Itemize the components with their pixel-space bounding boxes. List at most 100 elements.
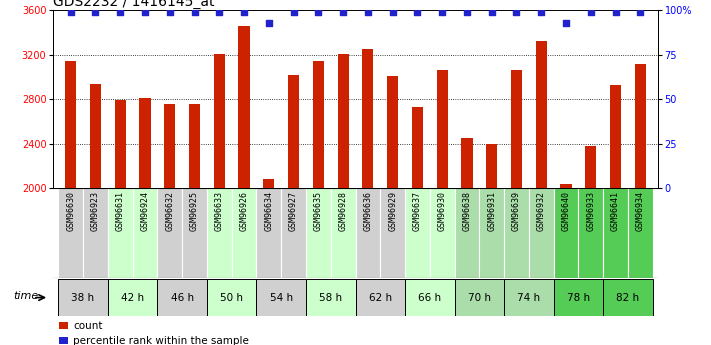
Bar [263,179,274,345]
Bar [454,279,504,316]
Text: GSM96934: GSM96934 [636,191,645,231]
Text: GSM96632: GSM96632 [165,191,174,231]
Bar [387,76,398,345]
Bar [182,188,207,278]
Point [610,9,621,15]
Bar [405,279,454,316]
Text: 82 h: 82 h [616,293,639,303]
Text: GSM96924: GSM96924 [141,191,149,231]
Text: 70 h: 70 h [468,293,491,303]
Point [338,9,349,15]
Bar [430,188,454,278]
Point [362,9,373,15]
Bar [405,188,430,278]
Text: GSM96640: GSM96640 [562,191,570,231]
Bar [603,279,653,316]
Bar [281,188,306,278]
Text: 54 h: 54 h [269,293,293,303]
Bar [437,70,448,345]
Bar [313,61,324,345]
Point [139,9,151,15]
Bar [635,64,646,345]
Point [510,9,522,15]
Bar [108,279,157,316]
Point [65,9,76,15]
Text: 74 h: 74 h [518,293,540,303]
Bar [58,188,83,278]
Bar [306,188,331,278]
Point [114,9,126,15]
Text: GSM96637: GSM96637 [413,191,422,231]
Bar [610,85,621,345]
Point [535,9,547,15]
Point [486,9,498,15]
Text: GSM96928: GSM96928 [338,191,348,231]
Text: 50 h: 50 h [220,293,243,303]
Bar [554,279,603,316]
Bar [486,144,497,345]
Bar [380,188,405,278]
Bar [529,188,554,278]
Bar [214,54,225,345]
Bar [511,70,522,345]
Text: time: time [14,291,38,301]
Bar [560,184,572,345]
Bar [114,100,126,345]
Bar [139,98,151,345]
Bar [58,279,108,316]
Bar [412,107,423,345]
Bar [338,54,348,345]
Text: GSM96634: GSM96634 [264,191,273,231]
Bar [189,104,200,345]
Bar [108,188,132,278]
Bar [90,83,101,345]
Point [585,9,597,15]
Point [213,9,225,15]
Text: GSM96926: GSM96926 [240,191,249,231]
Bar [83,188,108,278]
Text: 42 h: 42 h [121,293,144,303]
Text: GSM96925: GSM96925 [190,191,199,231]
Point [263,20,274,26]
Point [164,9,176,15]
Bar [479,188,504,278]
Text: GSM96931: GSM96931 [487,191,496,231]
Point [461,9,473,15]
Bar [454,188,479,278]
Bar [363,49,373,345]
Bar [535,41,547,345]
Point [412,9,423,15]
Text: 62 h: 62 h [369,293,392,303]
Bar [164,104,176,345]
Text: GSM96929: GSM96929 [388,191,397,231]
Text: GSM96636: GSM96636 [363,191,373,231]
Bar [288,75,299,345]
Text: 66 h: 66 h [418,293,442,303]
Bar [628,188,653,278]
Bar [65,61,76,345]
Text: GSM96638: GSM96638 [462,191,471,231]
Bar [132,188,157,278]
Bar [157,279,207,316]
Text: GSM96630: GSM96630 [66,191,75,231]
Point [560,20,572,26]
Bar [207,279,257,316]
Bar [306,279,356,316]
Text: GSM96631: GSM96631 [116,191,124,231]
Bar [461,138,473,345]
Text: GSM96633: GSM96633 [215,191,224,231]
Point [635,9,646,15]
Text: GSM96635: GSM96635 [314,191,323,231]
Point [437,9,448,15]
Bar [356,188,380,278]
Text: 78 h: 78 h [567,293,590,303]
Text: GSM96932: GSM96932 [537,191,546,231]
Text: GDS2232 / 1416145_at: GDS2232 / 1416145_at [53,0,215,9]
Text: GSM96639: GSM96639 [512,191,521,231]
Text: GSM96641: GSM96641 [611,191,620,231]
Point [90,9,101,15]
Point [189,9,201,15]
Bar [579,188,603,278]
Bar [257,279,306,316]
Point [238,9,250,15]
